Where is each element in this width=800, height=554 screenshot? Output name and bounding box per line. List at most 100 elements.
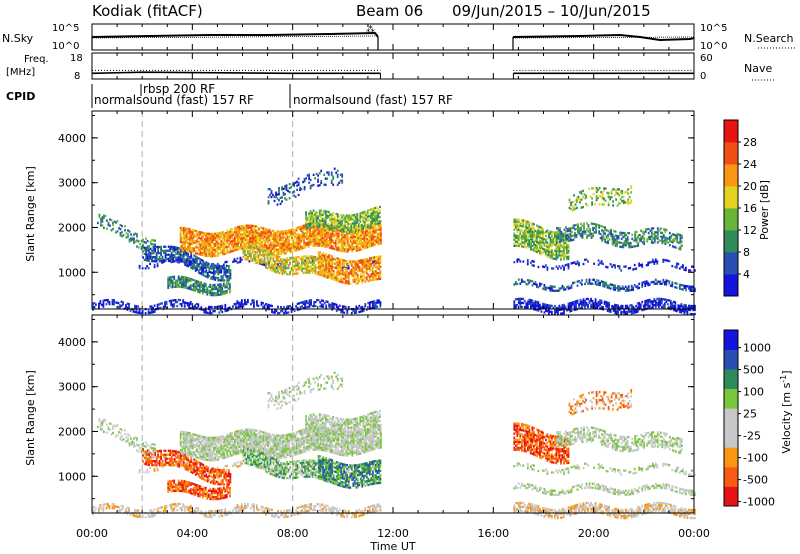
power-cell-2217 bbox=[342, 243, 345, 247]
power-cell-4457 bbox=[645, 301, 648, 304]
power-cell-4610 bbox=[549, 289, 552, 292]
power-cell-744 bbox=[188, 261, 191, 265]
power-cell-1234 bbox=[199, 249, 202, 252]
power-cell-1236 bbox=[199, 245, 202, 248]
power-cell-2369 bbox=[364, 234, 367, 237]
power-cell-3097 bbox=[363, 222, 366, 226]
power-cell-3226 bbox=[325, 263, 328, 266]
power-cell-2719 bbox=[302, 271, 305, 275]
power-cell-1825 bbox=[283, 230, 286, 233]
power-cell-3007 bbox=[344, 224, 347, 227]
power-cell-2388 bbox=[367, 239, 370, 242]
power-cell-1502 bbox=[238, 241, 241, 245]
power-cell-2324 bbox=[358, 248, 361, 252]
power-cell-686 bbox=[173, 254, 176, 257]
power-cell-1167 bbox=[188, 250, 191, 253]
power-cell-2023 bbox=[313, 230, 316, 233]
power-cell-2276 bbox=[351, 244, 354, 247]
power-cell-1569 bbox=[247, 232, 250, 235]
power-cell-3044 bbox=[351, 222, 354, 225]
power-cell-3602 bbox=[291, 191, 294, 194]
power-cell-245 bbox=[278, 312, 281, 315]
power-cell-458 bbox=[225, 260, 228, 264]
power-cell-4664 bbox=[600, 280, 603, 283]
power-cell-3250 bbox=[328, 254, 331, 257]
power-cell-3478 bbox=[367, 261, 370, 264]
power-cell-4721 bbox=[644, 282, 647, 286]
power-cell-2160 bbox=[333, 241, 336, 245]
power-cell-3532 bbox=[376, 259, 379, 263]
power-cell-1339 bbox=[212, 232, 215, 236]
power-cell-1268 bbox=[203, 244, 206, 247]
power-cell-1506 bbox=[238, 233, 241, 237]
power-cell-4319 bbox=[584, 300, 586, 303]
power-cell-667 bbox=[169, 253, 172, 257]
power-cell-1128 bbox=[182, 241, 185, 244]
power-cell-2540 bbox=[257, 254, 260, 257]
power-cell-2305 bbox=[355, 243, 358, 246]
power-cell-2227 bbox=[343, 248, 346, 251]
power-cell-108 bbox=[173, 305, 176, 308]
power-cell-1371 bbox=[218, 252, 221, 255]
power-cell-603 bbox=[151, 260, 153, 263]
power-cell-4584 bbox=[523, 280, 526, 284]
power-cell-2372 bbox=[364, 228, 367, 231]
power-cell-1883 bbox=[292, 232, 295, 235]
power-cell-4580 bbox=[519, 282, 522, 285]
power-cell-313 bbox=[323, 302, 326, 305]
power-cell-4461 bbox=[647, 303, 650, 306]
power-cell-31 bbox=[116, 301, 118, 304]
power-cell-3825 bbox=[520, 229, 523, 232]
power-cell-4946 bbox=[569, 231, 572, 234]
power-cell-4903 bbox=[556, 227, 558, 230]
power-cell-2734 bbox=[305, 265, 308, 268]
power-cell-1321 bbox=[211, 253, 214, 256]
power-cell-3656 bbox=[330, 181, 333, 184]
power-cell-2579 bbox=[268, 265, 270, 269]
power-cell-1580 bbox=[249, 234, 251, 237]
power-cell-1594 bbox=[250, 228, 253, 232]
power-cell-593 bbox=[148, 253, 150, 256]
power-cell-2327 bbox=[358, 240, 361, 243]
power-cell-2184 bbox=[336, 230, 339, 233]
power-cell-2526 bbox=[254, 256, 257, 260]
power-cell-3303 bbox=[337, 263, 340, 267]
power-cell-4400 bbox=[620, 304, 623, 308]
power-cell-1323 bbox=[211, 249, 214, 252]
power-cell-1787 bbox=[279, 244, 281, 247]
power-cell-3899 bbox=[531, 238, 534, 241]
power-cell-2771 bbox=[313, 259, 315, 263]
power-cell-151 bbox=[206, 311, 209, 314]
power-cell-3601 bbox=[290, 186, 292, 189]
power-cell-4785 bbox=[516, 260, 519, 263]
power-cell-286 bbox=[305, 302, 308, 305]
power-cell-4371 bbox=[608, 306, 610, 309]
power-cell-4456 bbox=[645, 303, 648, 306]
power-cell-3646 bbox=[320, 179, 323, 183]
power-cell-3929 bbox=[536, 246, 538, 250]
power-cell-2596 bbox=[272, 269, 275, 273]
power-cell-4157 bbox=[514, 306, 517, 309]
power-cell-4731 bbox=[653, 280, 656, 284]
power-cell-4382 bbox=[614, 309, 616, 313]
power-cell-3835 bbox=[522, 225, 525, 228]
power-cell-4372 bbox=[608, 304, 610, 307]
power-cell-773 bbox=[196, 268, 199, 271]
power-cell-817 bbox=[206, 274, 209, 277]
power-cell-985 bbox=[189, 277, 192, 281]
power-cell-1591 bbox=[250, 234, 253, 238]
power-cell-3647 bbox=[320, 169, 323, 173]
power-cell-4305 bbox=[579, 303, 582, 306]
power-cell-2585 bbox=[269, 264, 272, 267]
power-cell-2476 bbox=[380, 220, 382, 223]
power-cell-185 bbox=[235, 306, 237, 309]
power-cell-1924 bbox=[298, 228, 301, 231]
power-cell-4715 bbox=[638, 282, 641, 286]
power-cell-3319 bbox=[340, 276, 343, 280]
power-cell-4616 bbox=[552, 289, 555, 292]
power-cell-2056 bbox=[318, 228, 321, 231]
power-cell-2744 bbox=[307, 261, 309, 264]
power-cell-823 bbox=[208, 270, 211, 274]
power-cell-258 bbox=[287, 311, 290, 314]
power-cell-14 bbox=[102, 303, 105, 306]
